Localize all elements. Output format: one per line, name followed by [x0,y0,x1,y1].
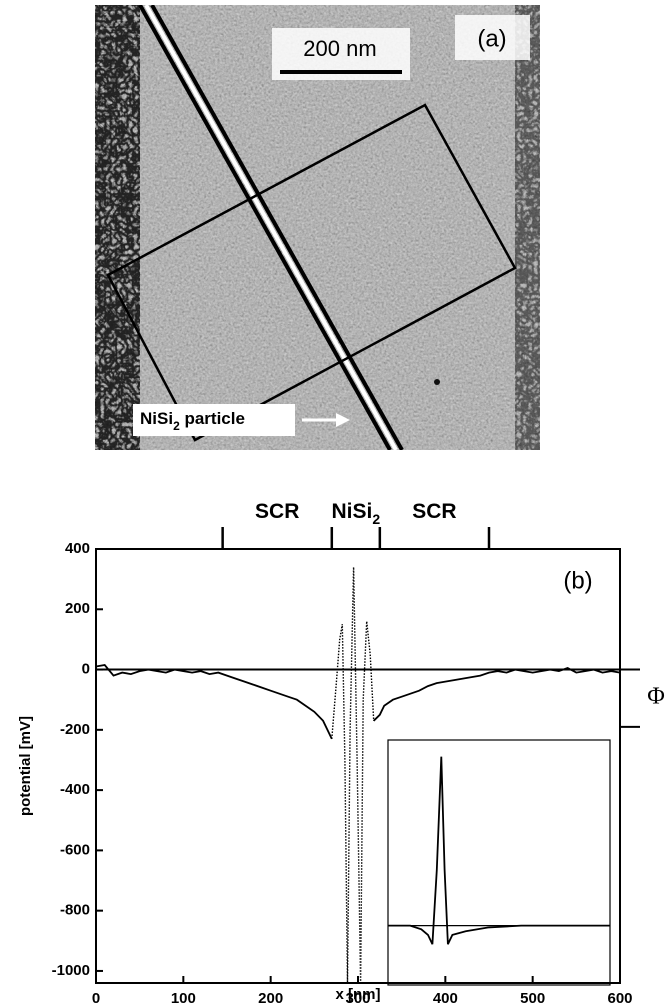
label-text: particle [180,409,245,428]
panel-label: (b) [563,567,592,594]
data-line [388,756,610,945]
annotation-text: SCR [255,500,299,523]
data-line [331,567,375,984]
x-tick-label: 400 [433,990,458,1005]
x-tick-label: 100 [171,990,196,1005]
phi-label: Φ [647,684,665,710]
plot-frame [95,548,621,984]
y-tick-label: -600 [60,841,90,858]
annotation: NiSi2 [331,500,380,527]
arrow-label: NiSi2 particle [140,409,245,433]
label-sub: 2 [173,419,180,433]
annotation-text: NiSi [331,500,372,523]
panel-label: (a) [477,25,506,52]
y-tick-label: 0 [82,661,90,678]
x-tick-label: 0 [92,990,100,1005]
y-tick-label: 400 [65,540,90,557]
arrow-head [336,413,350,427]
y-tick-label: -800 [60,902,90,919]
scale-bar-label: 200 nm [303,36,376,61]
annotation-text: SCR [412,500,456,523]
annotation: SCR [255,500,299,523]
y-tick-label: -200 [60,721,90,738]
arrow-label-box [133,404,295,436]
label-text: NiSi [140,409,173,428]
x-tick-label: 500 [520,990,545,1005]
panel-label-box [455,15,530,60]
y-tick-label: -1000 [52,962,90,979]
annotation: SCR [412,500,456,523]
x-tick-label: 600 [607,990,632,1005]
x-axis-title: x [nm] [336,986,381,1003]
y-tick-label: 200 [65,600,90,617]
x-tick-label: 300 [345,990,370,1005]
x-tick-label: 200 [258,990,283,1005]
plot-frame [387,739,611,986]
data-line [95,664,621,740]
annotation-sub: 2 [372,511,380,527]
y-axis-title: potential [mV] [17,716,34,816]
y-tick-label: -400 [60,781,90,798]
